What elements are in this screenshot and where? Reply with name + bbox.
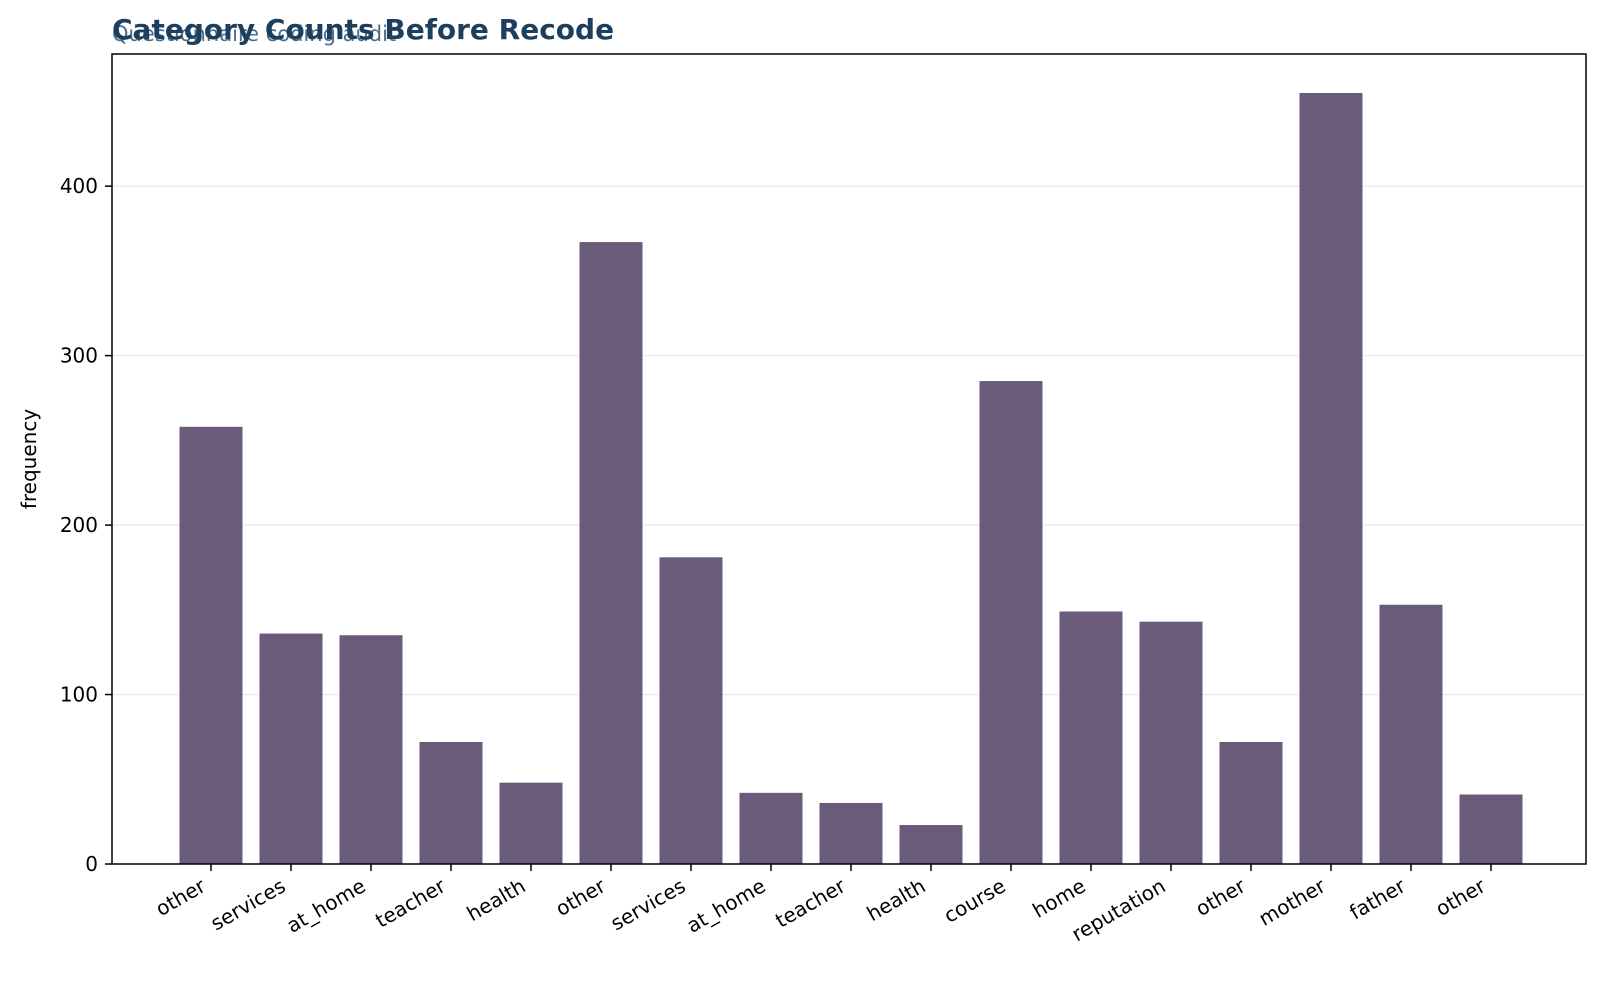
x-tick-label: other <box>551 873 610 921</box>
x-tick-label: other <box>151 873 210 921</box>
x-tick-label: services <box>606 874 689 936</box>
x-tick-label: teacher <box>371 873 450 932</box>
bar <box>1219 741 1283 864</box>
x-tick-label: services <box>206 874 289 936</box>
y-tick-label: 200 <box>60 513 98 537</box>
x-tick-label: at_home <box>282 874 369 938</box>
bar <box>259 633 323 864</box>
y-axis-label: frequency <box>17 409 41 509</box>
bar <box>579 242 643 864</box>
bar <box>659 557 723 864</box>
bar <box>1139 621 1203 864</box>
y-tick-label: 100 <box>60 683 98 707</box>
plot-frame <box>111 53 1587 865</box>
x-tick-label: father <box>1345 873 1410 924</box>
bar <box>739 792 803 864</box>
x-tick-label: health <box>863 874 930 926</box>
x-tick-label: course <box>940 874 1010 928</box>
grid-lines <box>112 185 1586 696</box>
bar <box>499 782 563 864</box>
x-tick-label: mother <box>1254 873 1330 931</box>
bar <box>179 426 243 864</box>
bar <box>819 802 883 864</box>
x-tick-label: at_home <box>682 874 769 938</box>
chart-subtitle: Questionnaire coding audit <box>112 22 396 46</box>
bar <box>1379 604 1443 864</box>
bar <box>979 381 1043 864</box>
x-tick-label: health <box>463 874 530 926</box>
x-tick-label: teacher <box>771 873 850 932</box>
y-tick-label: 400 <box>60 174 98 198</box>
bar <box>899 825 963 864</box>
x-tick-label: other <box>1191 873 1250 921</box>
bar <box>339 635 403 864</box>
x-tick-label: other <box>1431 873 1490 921</box>
bar <box>1059 611 1123 864</box>
x-tick-label: home <box>1028 874 1089 923</box>
bars <box>179 92 1523 864</box>
bar <box>1459 794 1523 864</box>
y-tick-label: 300 <box>60 344 98 368</box>
chart-title: Category Counts Before Recode <box>112 13 614 46</box>
bar <box>419 741 483 864</box>
y-tick-label: 0 <box>85 852 98 876</box>
bar <box>1299 92 1363 864</box>
y-axis-ticks: 0 100 200 300 400 <box>60 174 112 876</box>
